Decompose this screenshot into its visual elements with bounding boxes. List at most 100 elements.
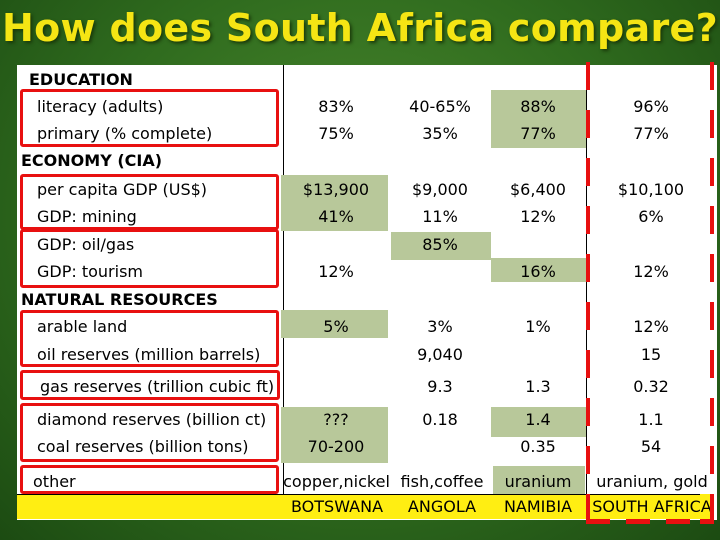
cell-south-africa-arable: 12% xyxy=(633,317,669,336)
dashed-frame-segment xyxy=(710,446,714,474)
cell-angola-literacy: 40-65% xyxy=(409,97,471,116)
dashed-frame-segment xyxy=(586,302,590,330)
highlight-box-education xyxy=(20,89,279,147)
dashed-frame-segment xyxy=(710,494,714,522)
cell-south-africa-diamond: 1.1 xyxy=(638,410,664,429)
cell-south-africa-oil: 15 xyxy=(640,345,662,364)
column-divider xyxy=(283,65,284,494)
country-south-africa: SOUTH AFRICA xyxy=(592,497,712,516)
row-label-other: other xyxy=(33,472,76,491)
row-header-natural-resources: NATURAL RESOURCES xyxy=(21,290,218,309)
row-label-gdp-per-capita: per capita GDP (US$) xyxy=(37,180,208,199)
cell-angola-diamond: 0.18 xyxy=(422,410,458,429)
row-header-economy: ECONOMY (CIA) xyxy=(21,151,163,170)
cell-south-africa-primary: 77% xyxy=(633,124,669,143)
highlight-box-other xyxy=(20,465,279,494)
dashed-frame-segment xyxy=(626,519,650,524)
cell-namibia-primary: 77% xyxy=(520,124,556,143)
cell-botswana-coal: 70-200 xyxy=(307,437,365,456)
country-botswana: BOTSWANA xyxy=(290,497,384,516)
dashed-frame-segment xyxy=(586,519,610,524)
dashed-frame-segment xyxy=(586,110,590,138)
row-label-gdp-mining: GDP: mining xyxy=(37,207,137,226)
dashed-frame-segment xyxy=(710,110,714,138)
dashed-frame-segment xyxy=(586,254,590,282)
cell-botswana-literacy: 83% xyxy=(318,97,354,116)
dashed-frame-segment xyxy=(710,302,714,330)
cell-south-africa-literacy: 96% xyxy=(633,97,669,116)
cell-botswana-primary: 75% xyxy=(318,124,354,143)
dashed-frame-segment xyxy=(586,494,590,522)
highlight-cell-namibia-diamond xyxy=(491,407,586,437)
highlight-cell-botswana-gdp xyxy=(281,175,388,231)
dashed-frame-segment xyxy=(586,398,590,426)
cell-namibia-gdp-pc: $6,400 xyxy=(510,180,566,199)
cell-angola-gas: 9.3 xyxy=(427,377,453,396)
cell-angola-mining: 11% xyxy=(422,207,458,226)
highlight-box-arable-oil xyxy=(20,310,279,367)
dashed-frame-segment xyxy=(710,62,714,90)
cell-namibia-arable: 1% xyxy=(525,317,551,336)
country-footer-bar xyxy=(17,494,714,519)
row-label-diamond-reserves: diamond reserves (billion ct) xyxy=(37,410,267,429)
highlight-cell-namibia-education xyxy=(491,90,586,148)
highlight-cell-angola-oilgas xyxy=(391,232,491,260)
row-label-literacy: literacy (adults) xyxy=(37,97,164,116)
highlight-cell-namibia-tourism xyxy=(491,258,586,282)
dashed-frame-segment xyxy=(586,206,590,234)
cell-south-africa-tourism: 12% xyxy=(633,262,669,281)
cell-namibia-tourism: 16% xyxy=(520,262,556,281)
cell-south-africa-gas: 0.32 xyxy=(633,377,669,396)
cell-namibia-literacy: 88% xyxy=(520,97,556,116)
cell-south-africa-other: uranium, gold xyxy=(596,472,708,491)
slide-title: How does South Africa compare? xyxy=(2,6,718,50)
row-label-arable-land: arable land xyxy=(37,317,128,336)
country-namibia: NAMIBIA xyxy=(503,497,573,516)
cell-angola-oil: 9,040 xyxy=(417,345,463,364)
cell-namibia-diamond: 1.4 xyxy=(525,410,551,429)
dashed-frame-segment xyxy=(710,206,714,234)
dashed-frame-segment xyxy=(586,350,590,378)
row-divider xyxy=(17,494,700,495)
dashed-frame-segment xyxy=(710,254,714,282)
cell-botswana-mining: 41% xyxy=(318,207,354,226)
dashed-frame-segment xyxy=(710,398,714,426)
dashed-frame-segment xyxy=(666,519,690,524)
cell-botswana-diamond: ??? xyxy=(323,410,349,429)
highlight-cell-namibia-other xyxy=(493,466,585,494)
cell-botswana-gdp-pc: $13,900 xyxy=(302,180,370,199)
row-label-oil-reserves: oil reserves (million barrels) xyxy=(37,345,261,364)
cell-botswana-other: copper,nickel xyxy=(283,472,390,491)
highlight-cell-botswana-arable xyxy=(281,310,388,338)
dashed-frame-segment xyxy=(710,158,714,186)
cell-angola-primary: 35% xyxy=(422,124,458,143)
highlight-box-gdp xyxy=(20,174,279,230)
country-angola: ANGOLA xyxy=(407,497,477,516)
cell-angola-gdp-pc: $9,000 xyxy=(412,180,468,199)
row-label-gdp-tourism: GDP: tourism xyxy=(37,262,143,281)
cell-namibia-gas: 1.3 xyxy=(525,377,551,396)
cell-botswana-arable: 5% xyxy=(323,317,349,336)
highlight-box-gas xyxy=(20,370,280,400)
highlight-box-oil-tourism xyxy=(20,229,279,288)
cell-south-africa-gdp-pc: $10,100 xyxy=(617,180,685,199)
dashed-frame-segment xyxy=(586,158,590,186)
cell-angola-arable: 3% xyxy=(427,317,453,336)
dashed-frame-segment xyxy=(700,519,714,524)
row-header-education: EDUCATION xyxy=(29,70,133,89)
cell-angola-other: fish,coffee xyxy=(400,472,484,491)
cell-south-africa-mining: 6% xyxy=(638,207,664,226)
cell-south-africa-coal: 54 xyxy=(640,437,662,456)
dashed-frame-segment xyxy=(710,350,714,378)
cell-botswana-tourism: 12% xyxy=(318,262,354,281)
cell-namibia-mining: 12% xyxy=(520,207,556,226)
dashed-frame-segment xyxy=(586,62,590,90)
row-label-coal-reserves: coal reserves (billion tons) xyxy=(37,437,249,456)
dashed-frame-segment xyxy=(586,446,590,474)
highlight-cell-botswana-diamond xyxy=(281,407,388,463)
row-label-primary: primary (% complete) xyxy=(37,124,213,143)
row-label-gas-reserves: gas reserves (trillion cubic ft) xyxy=(40,377,275,396)
highlight-box-diamond-coal xyxy=(20,403,279,462)
cell-namibia-other: uranium xyxy=(504,472,572,491)
cell-angola-oilgas: 85% xyxy=(422,235,458,254)
